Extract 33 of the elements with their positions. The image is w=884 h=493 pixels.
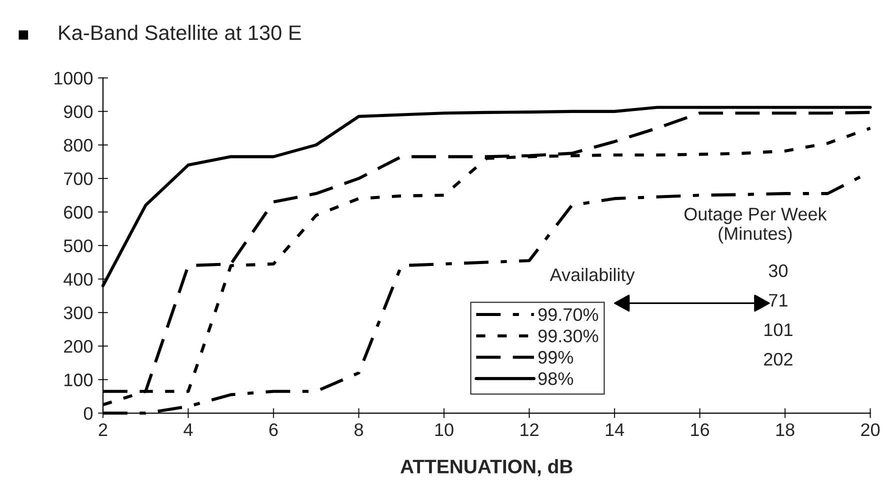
y-tick-label: 700 [64,172,93,186]
x-tick-label: 8 [354,423,363,436]
y-tick-label: 500 [64,239,93,252]
annotation: 30 [768,264,788,278]
chart-title: Ka-Band Satellite at 130 E [59,24,301,40]
y-tick-label: 400 [64,272,93,286]
x-tick-label: 14 [606,424,624,436]
annotation: 71 [769,294,788,307]
y-tick-label: 0 [84,407,93,420]
x-tick-label: 20 [861,423,880,436]
x-tick-label: 16 [691,423,710,436]
x-tick-label: 6 [269,423,278,436]
legend-label: 99.70% [538,308,598,322]
x-axis-title: ATTENUATION, dB [400,459,572,476]
y-tick-label: 600 [64,206,93,219]
x-tick-label: 2 [98,423,108,436]
y-tick-label: 900 [64,105,93,118]
x-tick-label: 18 [776,423,794,436]
legend-label: 98% [538,372,574,386]
y-tick-label: 100 [64,374,93,386]
y-tick-label: 300 [64,306,93,320]
x-tick-label: 10 [435,423,454,436]
annotation: 101 [764,323,792,336]
y-tick-label: 800 [64,138,93,152]
annotation: Outage Per Week (Minutes) [684,207,827,244]
x-tick-label: 12 [520,423,538,436]
y-tick-label: 1000 [54,72,93,85]
legend-label: 99.30% [538,330,598,342]
y-tick-label: 200 [64,340,93,353]
x-tick-label: 4 [184,424,193,436]
annotation: 202 [764,352,792,366]
legend-title: Availability [550,268,635,285]
legend-label: 99% [538,350,574,364]
